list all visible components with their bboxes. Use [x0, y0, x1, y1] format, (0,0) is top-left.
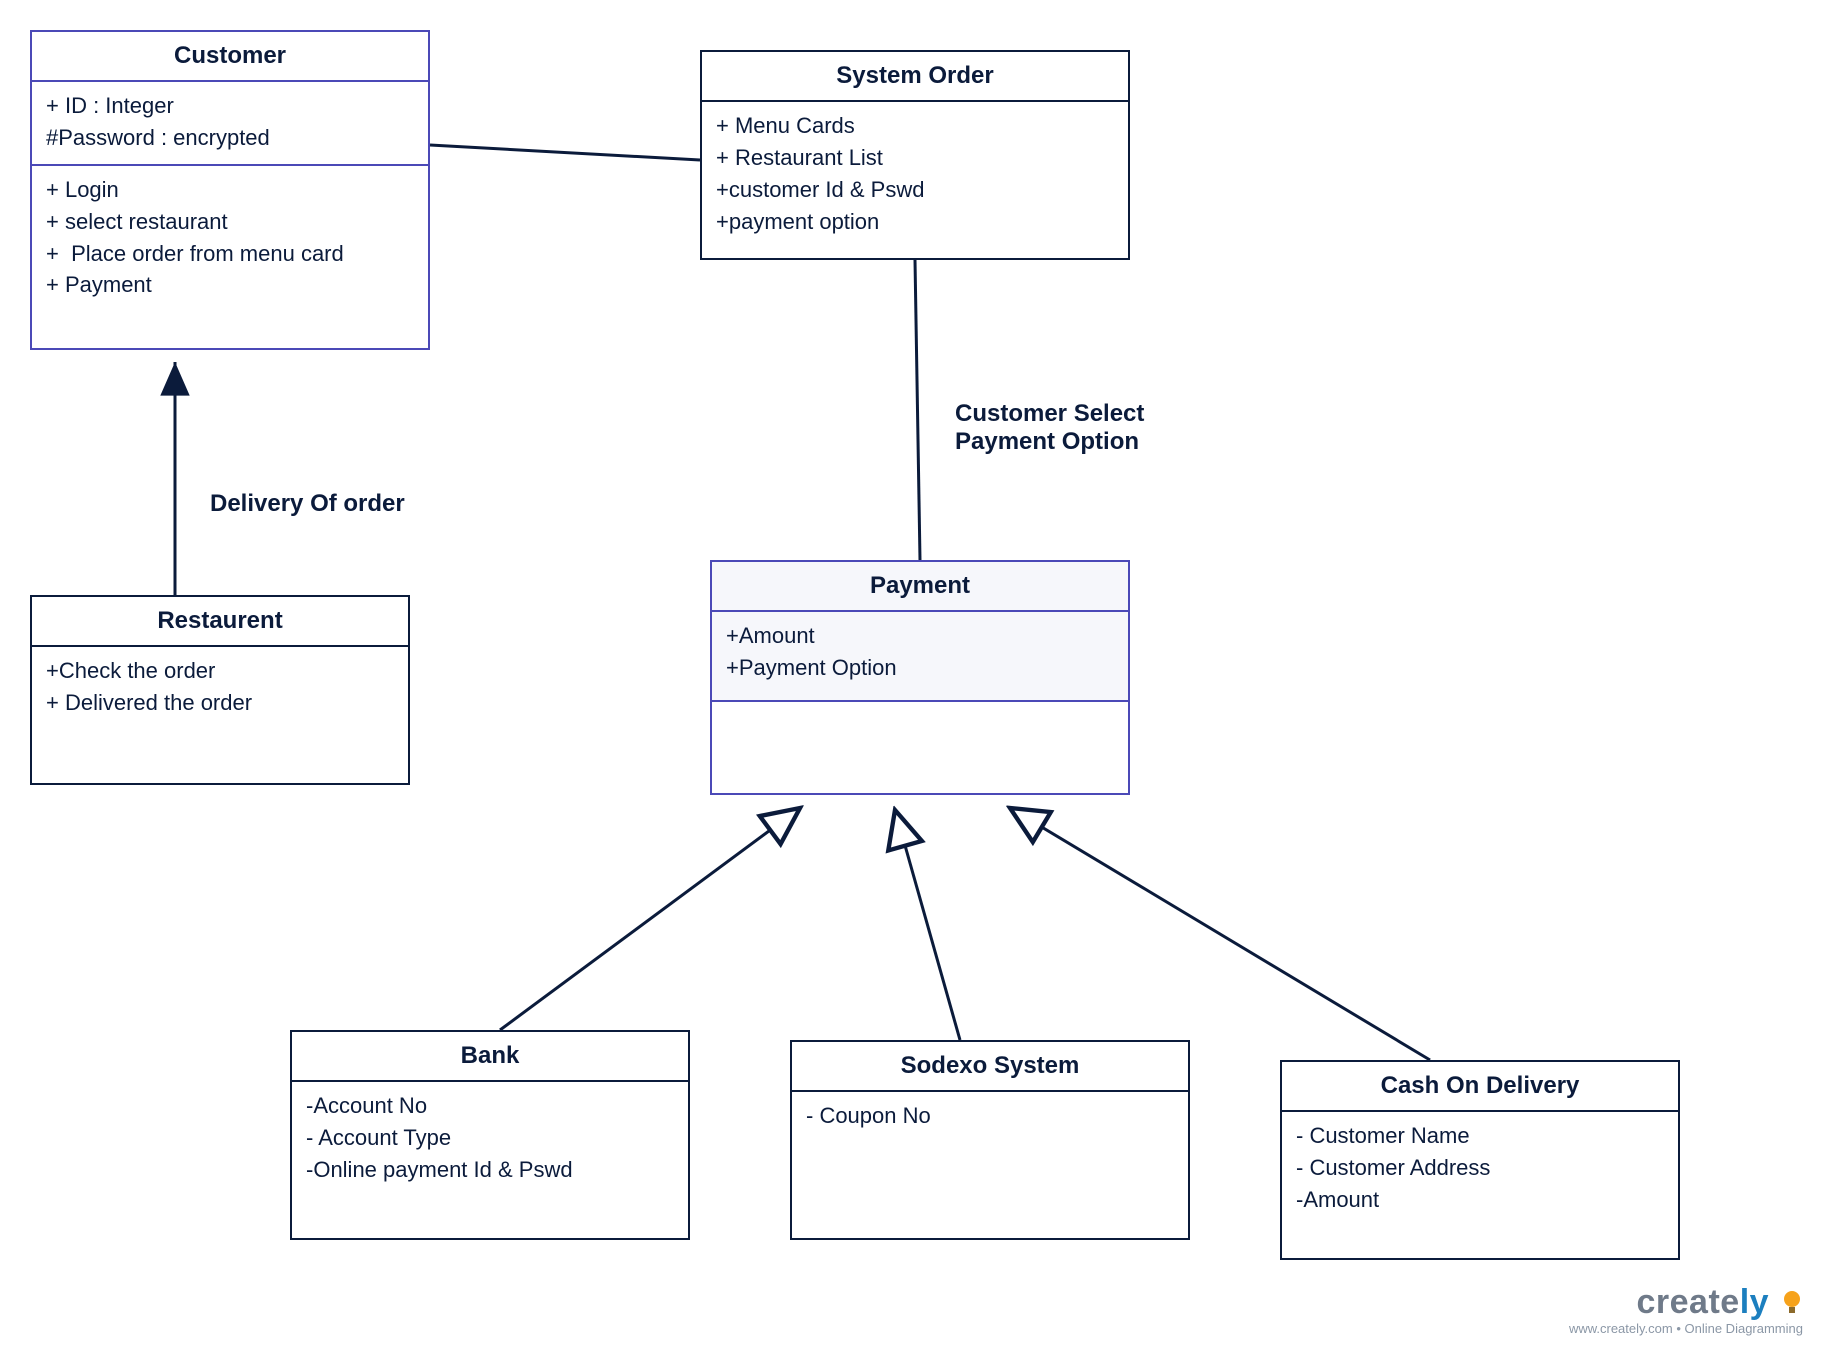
class-row: +Check the order [46, 655, 394, 687]
class-row: + Payment [46, 269, 414, 301]
watermark-brand-part1: create [1636, 1283, 1739, 1321]
class-system_order: System Order+ Menu Cards+ Restaurant Lis… [700, 50, 1130, 260]
watermark-subtext: www.creately.com • Online Diagramming [1569, 1322, 1803, 1336]
class-row: + Restaurant List [716, 142, 1114, 174]
class-cod: Cash On Delivery- Customer Name- Custome… [1280, 1060, 1680, 1260]
class-row: + Login [46, 174, 414, 206]
watermark-brand: creately [1569, 1284, 1803, 1321]
class-row: - Coupon No [806, 1100, 1174, 1132]
class-section [712, 702, 1128, 792]
class-section: -Account No- Account Type-Online payment… [292, 1082, 688, 1196]
class-row: - Account Type [306, 1122, 674, 1154]
class-title-customer: Customer [32, 32, 428, 82]
class-row: -Account No [306, 1090, 674, 1122]
edge-sodexo_to_payment [895, 810, 960, 1040]
class-customer: Customer+ ID : Integer#Password : encryp… [30, 30, 430, 350]
class-section: - Customer Name- Customer Address-Amount [1282, 1112, 1678, 1226]
class-row: +customer Id & Pswd [716, 174, 1114, 206]
class-row: +Amount [726, 620, 1114, 652]
class-payment: Payment+Amount+Payment Option [710, 560, 1130, 795]
class-section: +Check the order+ Delivered the order [32, 647, 408, 729]
class-row: #Password : encrypted [46, 122, 414, 154]
edge-label-rest_to_cust: Delivery Of order [210, 490, 405, 518]
class-row: + select restaurant [46, 206, 414, 238]
watermark-brand-part2: ly [1740, 1283, 1769, 1321]
class-bank: Bank-Account No- Account Type-Online pay… [290, 1030, 690, 1240]
edge-system_to_payment [915, 260, 920, 560]
edge-label-system_to_payment: Customer Select Payment Option [955, 400, 1144, 456]
class-section: + Menu Cards+ Restaurant List+customer I… [702, 102, 1128, 248]
class-title-cod: Cash On Delivery [1282, 1062, 1678, 1112]
class-title-sodexo: Sodexo System [792, 1042, 1188, 1092]
class-row: + Delivered the order [46, 687, 394, 719]
class-sodexo: Sodexo System - Coupon No [790, 1040, 1190, 1240]
class-section: + ID : Integer#Password : encrypted [32, 82, 428, 166]
class-row: +Payment Option [726, 652, 1114, 684]
class-row: - Customer Address [1296, 1152, 1664, 1184]
class-row: -Online payment Id & Pswd [306, 1154, 674, 1186]
edge-cust_to_system [430, 145, 700, 160]
class-title-bank: Bank [292, 1032, 688, 1082]
watermark: creately www.creately.com • Online Diagr… [1569, 1284, 1803, 1336]
class-row: + Menu Cards [716, 110, 1114, 142]
class-title-restaurant: Restaurent [32, 597, 408, 647]
diagram-canvas: creately www.creately.com • Online Diagr… [0, 0, 1825, 1350]
class-row: - Customer Name [1296, 1120, 1664, 1152]
class-row: + Place order from menu card [46, 238, 414, 270]
lightbulb-icon [1781, 1287, 1803, 1317]
edge-cod_to_payment [1010, 808, 1430, 1060]
class-section: +Amount+Payment Option [712, 612, 1128, 702]
class-restaurant: Restaurent+Check the order+ Delivered th… [30, 595, 410, 785]
class-title-payment: Payment [712, 562, 1128, 612]
class-row: +payment option [716, 206, 1114, 238]
class-section: - Coupon No [792, 1092, 1188, 1142]
edge-bank_to_payment [500, 808, 800, 1030]
class-section: + Login+ select restaurant+ Place order … [32, 166, 428, 312]
class-row: -Amount [1296, 1184, 1664, 1216]
class-title-system_order: System Order [702, 52, 1128, 102]
class-row: + ID : Integer [46, 90, 414, 122]
